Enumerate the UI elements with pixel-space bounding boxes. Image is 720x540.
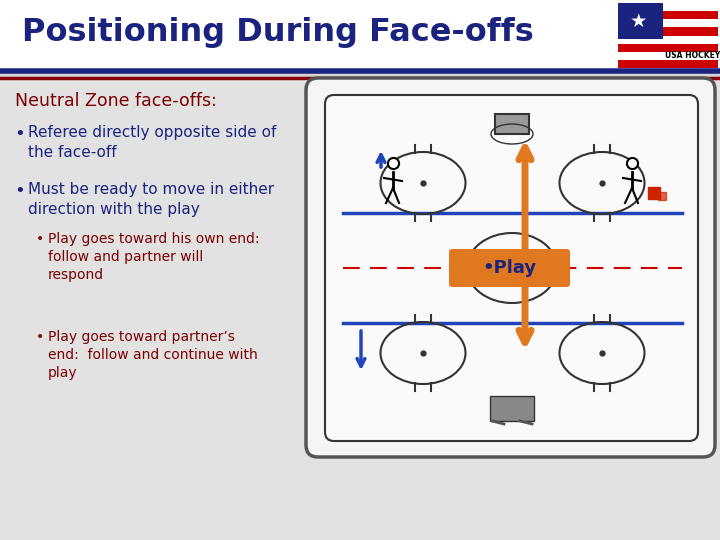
Bar xyxy=(618,44,718,52)
Bar xyxy=(618,11,718,19)
Text: Neutral Zone face-offs:: Neutral Zone face-offs: xyxy=(15,92,217,110)
Text: G: G xyxy=(142,468,166,496)
Text: USA HOCKEY: USA HOCKEY xyxy=(665,51,720,60)
Text: M: M xyxy=(268,468,298,496)
FancyBboxPatch shape xyxy=(325,95,698,441)
Bar xyxy=(0,79,720,540)
Bar xyxy=(618,3,718,11)
Text: Referee directly opposite side of
the face-off: Referee directly opposite side of the fa… xyxy=(28,125,276,160)
Text: •: • xyxy=(36,232,44,246)
Text: R: R xyxy=(185,468,209,496)
Bar xyxy=(618,19,718,28)
Text: •: • xyxy=(36,330,44,344)
Text: PROGRAM: PROGRAM xyxy=(33,334,287,376)
Bar xyxy=(0,0,720,70)
FancyBboxPatch shape xyxy=(306,78,715,457)
Bar xyxy=(618,60,718,68)
Text: P: P xyxy=(14,468,36,496)
Text: •Play: •Play xyxy=(482,259,536,277)
Text: •: • xyxy=(14,125,24,143)
Bar xyxy=(305,80,713,452)
Bar xyxy=(490,396,534,421)
Bar xyxy=(618,28,718,36)
FancyBboxPatch shape xyxy=(449,249,570,287)
Text: Play goes toward partner’s
end:  follow and continue with
play: Play goes toward partner’s end: follow a… xyxy=(48,330,258,380)
Text: ★: ★ xyxy=(629,12,647,31)
Bar xyxy=(618,3,718,68)
Bar xyxy=(618,52,718,60)
Text: O: O xyxy=(98,468,124,496)
Text: Positioning During Face-offs: Positioning During Face-offs xyxy=(22,17,534,49)
Text: Must be ready to move in either
direction with the play: Must be ready to move in either directio… xyxy=(28,182,274,217)
Bar xyxy=(495,114,529,134)
Bar xyxy=(618,3,663,39)
Text: A: A xyxy=(228,468,252,496)
Text: R: R xyxy=(56,468,80,496)
Text: •: • xyxy=(14,182,24,200)
Text: Play goes toward his own end:
follow and partner will
respond: Play goes toward his own end: follow and… xyxy=(48,232,259,282)
Text: OFFICIAL: OFFICIAL xyxy=(0,217,444,323)
Bar xyxy=(618,36,718,44)
